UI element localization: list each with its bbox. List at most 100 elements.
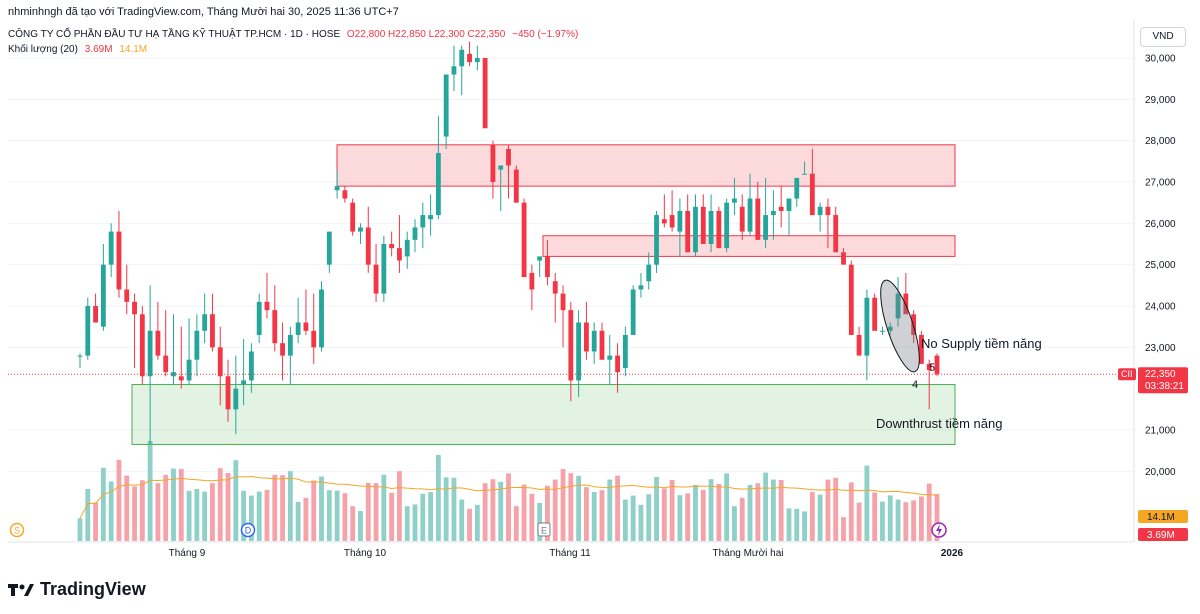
volume-bar <box>841 517 846 541</box>
volume-bar <box>443 477 449 541</box>
candle <box>521 198 527 278</box>
volume-ma-value: 14.1M <box>119 44 148 55</box>
candle-body <box>685 210 691 253</box>
candle <box>630 285 636 335</box>
candle-body <box>280 343 285 356</box>
countdown-label: 03:38:21 <box>1145 381 1184 392</box>
candle <box>856 326 862 356</box>
volume-bar <box>482 483 488 541</box>
volume-ma-tag-label: 14.1M <box>1147 512 1175 523</box>
candle-body <box>241 380 247 385</box>
candle <box>490 140 496 199</box>
volume-bar <box>178 469 184 541</box>
volume-bar <box>474 504 480 541</box>
candle <box>693 194 698 257</box>
candle-body <box>451 66 457 75</box>
downthrust-annotation: Downthrust tiềm năng <box>876 416 1002 431</box>
candle <box>124 264 130 315</box>
candle <box>763 177 769 249</box>
candle-body <box>661 219 667 224</box>
volume-ma-tag <box>1138 510 1188 523</box>
supply-zone <box>542 235 956 257</box>
candle <box>529 264 535 311</box>
volume-bar <box>669 480 675 541</box>
price-tick-label: 21,000 <box>1145 426 1176 437</box>
candle <box>280 322 285 381</box>
candle-body <box>552 281 558 294</box>
candle-body <box>194 330 200 360</box>
candle <box>225 359 231 422</box>
volume-bar <box>498 481 504 541</box>
volume-bar <box>825 479 831 541</box>
volume-bar <box>303 497 309 541</box>
candle <box>428 194 434 236</box>
candle <box>685 194 691 253</box>
time-axis-label: Tháng 9 <box>169 548 206 559</box>
wave-label-4: 4 <box>912 379 918 391</box>
candles <box>77 41 940 445</box>
candle <box>615 343 620 393</box>
volume-bar <box>552 479 558 541</box>
candle-body <box>139 314 145 377</box>
candle <box>887 322 893 335</box>
demand-zone <box>131 384 956 445</box>
candle <box>350 198 356 236</box>
symbol-tag <box>1118 368 1136 381</box>
candle-body <box>202 314 208 331</box>
time-axis-label: Tháng 11 <box>549 548 591 559</box>
volume-bar <box>319 476 324 541</box>
candle <box>178 326 184 389</box>
volume-bar <box>100 467 106 541</box>
candle-body <box>334 186 340 191</box>
candle-body <box>389 244 395 249</box>
candle-body <box>887 326 893 331</box>
price-tick-label: 23,000 <box>1145 343 1176 354</box>
candle-body <box>225 376 231 410</box>
candle-body <box>591 330 597 352</box>
volume-bar <box>490 479 496 541</box>
currency-button[interactable]: VND <box>1140 27 1186 47</box>
volume-bar <box>264 489 270 541</box>
candle <box>755 182 761 240</box>
candle <box>202 293 208 344</box>
candle <box>506 144 511 199</box>
volume-bar <box>435 455 441 541</box>
candle-body <box>132 301 137 315</box>
credit-line: nhminhngh đã tạo với TradingView.com, Th… <box>8 6 399 18</box>
volume-bar <box>591 492 597 541</box>
time-axis-label: Tháng 10 <box>344 548 387 559</box>
candle-body <box>256 301 262 335</box>
candle-body <box>919 334 924 364</box>
candle-body <box>560 293 566 311</box>
candle <box>77 353 83 368</box>
volume-bar <box>887 495 893 541</box>
candle <box>677 198 683 257</box>
candle-body <box>622 334 628 368</box>
volume-bar <box>467 508 472 541</box>
volume-bar <box>848 482 854 541</box>
candle <box>467 41 472 67</box>
candle-body <box>926 363 932 371</box>
candle-body <box>358 227 363 232</box>
volume-bar <box>537 503 543 541</box>
event-marker-label: E <box>541 526 547 536</box>
candle <box>669 190 675 232</box>
tradingview-logo-icon <box>8 583 34 596</box>
volume-bar <box>755 483 761 541</box>
candle-body <box>934 355 940 375</box>
candle <box>256 293 262 344</box>
volume-bar <box>817 494 823 541</box>
volume-bar <box>241 490 247 541</box>
candle <box>864 289 870 381</box>
candle-body <box>646 264 652 282</box>
candle-body <box>506 148 511 166</box>
volume-bar <box>747 485 753 541</box>
candle <box>248 343 254 393</box>
candle <box>334 169 340 199</box>
candle <box>443 74 449 149</box>
candle-body <box>739 206 745 232</box>
tradingview-logo[interactable]: TradingView <box>8 579 146 600</box>
volume-tag <box>1138 528 1188 541</box>
volume-bar <box>334 490 340 541</box>
